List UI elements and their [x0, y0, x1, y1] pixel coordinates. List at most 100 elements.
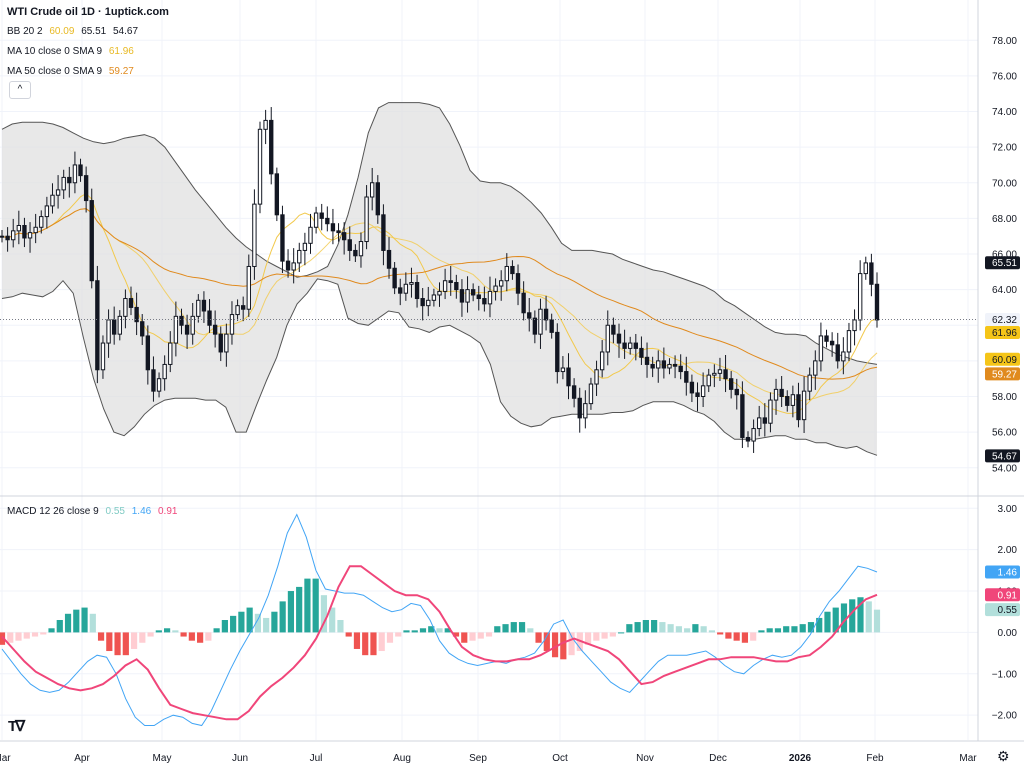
candle-down [745, 436, 751, 442]
candle-up [431, 294, 437, 301]
macd-histogram-bar [139, 632, 146, 643]
candle-down [644, 356, 650, 365]
candle-up [168, 342, 173, 365]
candle-down [555, 331, 560, 373]
candle-down [22, 225, 27, 239]
price-axis-tick: 76.00 [992, 71, 1017, 82]
tradingview-logo-icon[interactable]: T∇ [8, 718, 25, 735]
macd-histogram-group [0, 578, 881, 660]
legend-ma10-label: MA 10 close 0 SMA 9 [7, 46, 103, 57]
macd-histogram-bar [601, 632, 608, 639]
candle-down [325, 217, 330, 225]
legend-ma10: MA 10 close 0 SMA 9 61.96 [7, 46, 138, 57]
candle-down [869, 262, 874, 285]
candle-down [212, 324, 218, 335]
candle-down [459, 289, 465, 303]
candle-down [128, 298, 134, 308]
price-axis-tick: 72.00 [992, 143, 1017, 154]
candle-down [728, 378, 734, 390]
legend-macd-signal: 0.91 [158, 506, 178, 517]
collapse-legend-button[interactable]: ^ [9, 81, 31, 99]
candle-up [818, 335, 824, 362]
candle-up [229, 314, 235, 335]
candle-down [207, 310, 212, 326]
candle-down [549, 319, 554, 333]
macd-tag-bg [985, 565, 1020, 579]
candle-up [33, 226, 38, 234]
macd-tag: 1.46 [998, 568, 1018, 579]
bollinger-upper-line [1, 102, 878, 365]
macd-histogram-bar [337, 620, 344, 633]
macd-histogram-bar [403, 630, 410, 633]
candle-down [381, 214, 386, 251]
candle-down [83, 175, 89, 202]
candle-up [308, 226, 313, 244]
candle-down [341, 232, 347, 241]
macd-histogram-bar [700, 626, 707, 633]
legend-bb-lower: 54.67 [113, 26, 139, 37]
macd-histogram-bar [246, 607, 253, 633]
candle-down [611, 324, 616, 335]
candle-down [201, 299, 207, 312]
candle-up [16, 225, 22, 232]
candle-up [790, 394, 796, 406]
candle-down [633, 342, 638, 349]
macd-histogram-bar [419, 628, 427, 633]
time-axis-tick: Feb [866, 753, 884, 764]
candle-down [218, 333, 223, 353]
macd-histogram-bar [593, 632, 600, 641]
macd-histogram-bar [428, 626, 435, 633]
macd-histogram-bar [758, 630, 765, 633]
macd-histogram-bar [675, 626, 682, 633]
macd-histogram-bar [221, 620, 228, 633]
macd-histogram-bar [40, 632, 47, 635]
candle-down [78, 164, 83, 177]
macd-histogram-bar [395, 632, 402, 637]
candle-up [717, 369, 723, 374]
candle-up [560, 367, 566, 373]
macd-histogram-bar [411, 630, 418, 633]
macd-histogram-bar [106, 632, 113, 652]
macd-histogram-bar [857, 597, 864, 633]
candle-down [330, 223, 336, 232]
candle-up [50, 194, 55, 207]
candle-up [807, 374, 812, 392]
legend-bb-upper: 65.51 [81, 26, 107, 37]
candle-down [347, 239, 352, 251]
candle-up [667, 363, 672, 369]
candle-up [302, 242, 308, 251]
candle-down [661, 360, 667, 369]
macd-histogram-bar [642, 620, 649, 633]
candle-down [274, 173, 280, 216]
time-axis-tick: Aug [393, 753, 411, 764]
candle-down [521, 292, 526, 314]
price-axis-tick: 74.00 [992, 107, 1017, 118]
macd-histogram-bar [89, 613, 96, 633]
candle-up [852, 319, 857, 332]
candle-down [145, 335, 151, 371]
candle-up [0, 235, 5, 238]
legend-ma50: MA 50 close 0 SMA 9 59.27 [7, 66, 138, 77]
settings-gear-icon[interactable]: ⚙ [997, 748, 1010, 764]
bollinger-basis-line [1, 208, 878, 402]
macd-histogram-bar [163, 628, 171, 633]
macd-histogram-bar [130, 632, 138, 649]
macd-tag: 0.55 [998, 605, 1018, 616]
macd-histogram-bar [31, 632, 39, 637]
chart-title: WTI Crude oil 1D · 1uptick.com [7, 6, 169, 18]
candle-down [111, 319, 117, 335]
macd-histogram-bar [708, 630, 716, 633]
macd-histogram-bar [461, 632, 468, 643]
candle-up [773, 388, 779, 401]
macd-histogram-bar [551, 632, 559, 658]
candle-down [796, 394, 801, 421]
candle-down [140, 321, 145, 337]
candle-up [538, 308, 543, 335]
candle-up [173, 315, 179, 344]
macd-histogram-bar [626, 624, 633, 633]
macd-histogram-bar [23, 632, 30, 639]
candle-down [785, 396, 790, 406]
candle-up [751, 428, 756, 442]
